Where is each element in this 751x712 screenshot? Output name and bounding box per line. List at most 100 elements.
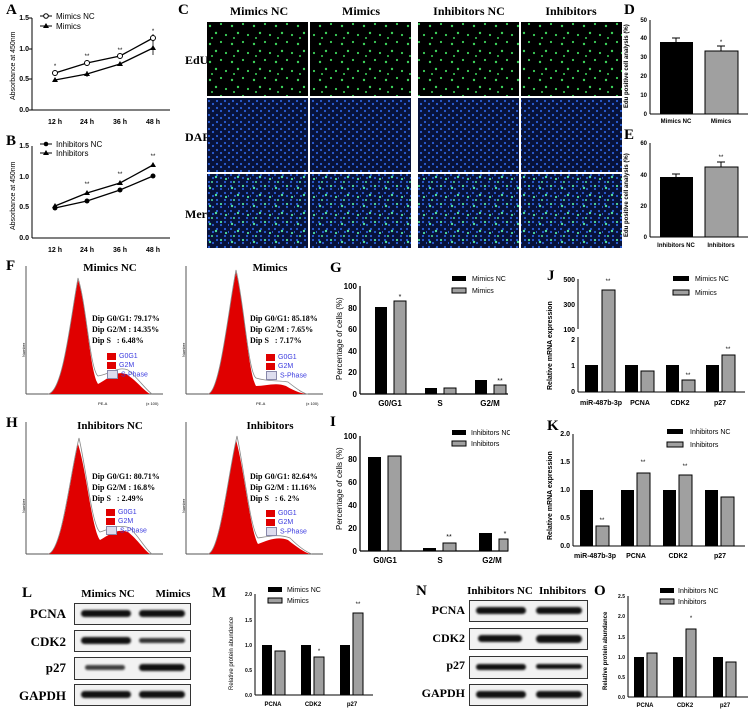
svg-text:2.0: 2.0 bbox=[618, 614, 625, 620]
svg-text:**: ** bbox=[118, 48, 123, 54]
svg-text:*: * bbox=[54, 64, 57, 70]
svg-text:*: * bbox=[152, 29, 155, 35]
svg-text:Mimics NC: Mimics NC bbox=[56, 12, 95, 21]
svg-text:1.5: 1.5 bbox=[245, 618, 252, 624]
svg-text:20: 20 bbox=[348, 524, 357, 533]
svg-text:1.5: 1.5 bbox=[560, 459, 570, 466]
dip-stats-inhibitors-nc: Dip G0/G1: 80.71% Dip G2/M : 16.8% Dip S :… bbox=[92, 472, 160, 503]
dip-stats-mimics-nc: Dip G0/G1: 79.17% Dip G2/M : 14.35% Dip S … bbox=[92, 314, 160, 345]
svg-text:Mimics NC: Mimics NC bbox=[661, 119, 692, 125]
edu-row bbox=[207, 22, 622, 96]
chart-a-legend: Mimics NC Mimics bbox=[40, 12, 95, 31]
blot-n-row-pcna: PCNA bbox=[431, 603, 465, 617]
svg-text:Inhibitors NC: Inhibitors NC bbox=[690, 429, 730, 436]
row-label-edu: EdU bbox=[185, 53, 209, 67]
svg-text:**: ** bbox=[497, 378, 503, 385]
svg-text:PCNA: PCNA bbox=[626, 553, 646, 560]
svg-text:Inhibitors NC: Inhibitors NC bbox=[657, 243, 695, 249]
svg-text:1.5: 1.5 bbox=[618, 635, 625, 641]
svg-text:10: 10 bbox=[640, 93, 647, 99]
svg-text:20: 20 bbox=[640, 204, 647, 210]
dip-stats-inhibitors: Dip G0/G1: 82.64% Dip G2/M : 11.16% Dip S … bbox=[250, 472, 318, 503]
svg-text:0.0: 0.0 bbox=[560, 543, 570, 550]
blot-l-row-p27: p27 bbox=[45, 660, 66, 675]
svg-text:p27: p27 bbox=[720, 703, 731, 709]
svg-text:0.5: 0.5 bbox=[19, 76, 29, 83]
svg-text:Number: Number bbox=[181, 342, 186, 357]
hist-title-inhibitors: Inhibitors bbox=[246, 420, 294, 432]
svg-text:40: 40 bbox=[640, 36, 647, 42]
svg-text:1.5: 1.5 bbox=[19, 15, 29, 22]
svg-text:2.5: 2.5 bbox=[618, 594, 625, 600]
panel-label-n: N bbox=[416, 583, 427, 599]
svg-text:CDK2: CDK2 bbox=[668, 553, 687, 560]
svg-text:Mimics: Mimics bbox=[695, 290, 717, 297]
panel-label-j: J bbox=[547, 268, 555, 284]
blot-l-col-mimics-nc: Mimics NC bbox=[81, 588, 135, 600]
svg-text:Percentage of cells (%): Percentage of cells (%) bbox=[335, 447, 344, 530]
panel-label-d: D bbox=[624, 2, 635, 18]
chart-d: Edu positive cell analysis (%) 010 2030 … bbox=[624, 18, 748, 125]
svg-text:0.5: 0.5 bbox=[560, 515, 570, 522]
blot-l-row-cdk2: CDK2 bbox=[30, 634, 66, 649]
svg-text:1.0: 1.0 bbox=[19, 46, 29, 53]
hist-legend-mimics-nc: G0G1 G2M S-Phase bbox=[107, 352, 148, 379]
svg-text:100: 100 bbox=[563, 327, 575, 334]
hist-title-inhibitors-nc: Inhibitors NC bbox=[77, 420, 143, 432]
svg-text:**: ** bbox=[118, 172, 123, 178]
chart-b: Absorbance at 450nm 0.0 0.5 1.0 1.5 12 h… bbox=[10, 140, 170, 254]
svg-text:CDK2: CDK2 bbox=[670, 400, 689, 407]
svg-text:12 h: 12 h bbox=[48, 247, 62, 254]
svg-text:Edu positive cell analysis (%): Edu positive cell analysis (%) bbox=[624, 24, 630, 108]
svg-text:*: * bbox=[690, 616, 693, 622]
chart-b-legend: Inhibitors NC Inhibitors bbox=[40, 140, 102, 158]
svg-text:1.5: 1.5 bbox=[19, 143, 29, 150]
panel-label-o: O bbox=[594, 583, 606, 599]
svg-text:20: 20 bbox=[640, 74, 647, 80]
svg-text:100: 100 bbox=[344, 282, 358, 291]
svg-text:1.0: 1.0 bbox=[618, 655, 625, 661]
svg-text:Mimics NC: Mimics NC bbox=[695, 276, 729, 283]
hist-title-mimics-nc: Mimics NC bbox=[83, 262, 137, 274]
svg-text:p27: p27 bbox=[714, 553, 726, 560]
svg-text:PCNA: PCNA bbox=[636, 703, 654, 709]
blot-l-gapdh bbox=[74, 684, 191, 706]
svg-text:Mimics: Mimics bbox=[56, 22, 81, 31]
svg-text:*: * bbox=[720, 40, 723, 46]
svg-text:Inhibitors: Inhibitors bbox=[56, 149, 88, 158]
svg-text:24 h: 24 h bbox=[80, 119, 94, 126]
panel-label-i: I bbox=[330, 414, 336, 430]
svg-text:Mimics: Mimics bbox=[711, 119, 732, 125]
svg-text:36 h: 36 h bbox=[113, 119, 127, 126]
blot-l-row-pcna: PCNA bbox=[29, 606, 66, 621]
svg-text:0.0: 0.0 bbox=[19, 107, 29, 114]
chart-o: Relative protein abundance 0.0 0.5 1.0 1.5… bbox=[603, 588, 748, 709]
svg-text:Relative mRNA expression: Relative mRNA expression bbox=[547, 301, 554, 390]
svg-text:Relative protein abundance: Relative protein abundance bbox=[603, 611, 609, 690]
hist-legend-inhibitors-nc: G0G1 G2M S-Phase bbox=[106, 508, 147, 535]
svg-text:50: 50 bbox=[640, 18, 647, 24]
svg-text:0.0: 0.0 bbox=[19, 235, 29, 242]
svg-text:Inhibitors: Inhibitors bbox=[678, 599, 707, 606]
svg-text:80: 80 bbox=[348, 304, 357, 313]
svg-text:80: 80 bbox=[348, 455, 357, 464]
blot-n-col-inhibitors-nc: Inhibitors NC bbox=[467, 585, 533, 597]
svg-text:2: 2 bbox=[571, 337, 575, 344]
panel-label-k: K bbox=[547, 418, 559, 434]
panel-label-m: M bbox=[212, 585, 227, 601]
svg-text:**: ** bbox=[641, 460, 646, 466]
svg-text:**: ** bbox=[85, 182, 90, 188]
panel-label-l: L bbox=[22, 585, 33, 601]
svg-text:Mimics: Mimics bbox=[287, 598, 309, 605]
blot-l-pcna bbox=[74, 603, 191, 625]
svg-text:0: 0 bbox=[353, 390, 358, 399]
blot-l-cdk2 bbox=[74, 630, 191, 652]
svg-text:30: 30 bbox=[640, 55, 647, 61]
svg-text:Inhibitors NC: Inhibitors NC bbox=[471, 430, 510, 437]
svg-text:0: 0 bbox=[644, 235, 648, 241]
blot-l-row-gapdh: GAPDH bbox=[19, 688, 66, 703]
chart-k: Relative mRNA expression 0.0 0.5 1.0 1.5 2… bbox=[547, 429, 745, 560]
svg-text:**: ** bbox=[356, 602, 361, 608]
svg-text:48 h: 48 h bbox=[146, 247, 160, 254]
svg-text:Edu positive cell analysis (%): Edu positive cell analysis (%) bbox=[624, 153, 630, 237]
